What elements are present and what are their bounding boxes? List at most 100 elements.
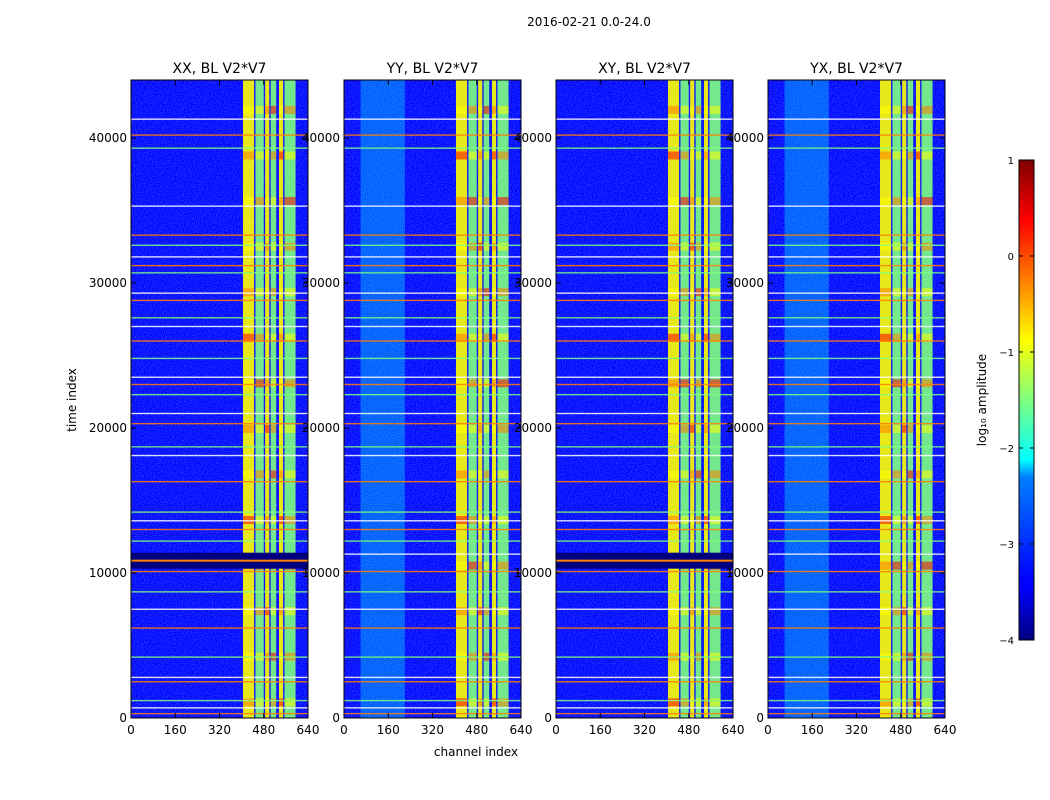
channel-hotspot	[921, 197, 933, 206]
channel-hotspot	[915, 561, 921, 570]
rfi-time-line	[768, 699, 945, 702]
rfi-time-line	[556, 340, 733, 342]
channel-hotspot	[491, 105, 497, 114]
channel-hotspot	[695, 333, 702, 342]
bright-channel-band	[478, 80, 483, 718]
channel-hotspot	[902, 288, 907, 297]
channel-hotspot	[270, 197, 277, 206]
channel-hotspot	[483, 698, 490, 707]
rfi-time-line	[344, 299, 521, 302]
rfi-time-line	[131, 299, 308, 302]
bright-channel-band	[695, 80, 702, 718]
channel-hotspot	[243, 105, 255, 114]
channel-hotspot	[880, 105, 892, 114]
channel-hotspot	[668, 698, 680, 707]
channel-hotspot	[255, 197, 264, 206]
x-tick-label: 160	[801, 723, 824, 737]
channel-hotspot	[907, 288, 914, 297]
rfi-time-line	[131, 520, 308, 522]
channel-hotspot	[478, 379, 483, 388]
channel-hotspot	[243, 242, 255, 251]
rfi-time-line	[344, 627, 521, 629]
channel-hotspot	[695, 607, 702, 616]
channel-hotspot	[497, 242, 509, 251]
channel-hotspot	[695, 470, 702, 479]
y-tick-label: 20000	[302, 421, 340, 435]
channel-hotspot	[265, 151, 270, 160]
rfi-time-line	[556, 325, 733, 328]
channel-hotspot	[668, 607, 680, 616]
channel-hotspot	[880, 424, 892, 433]
rfi-time-line	[768, 511, 945, 513]
channel-hotspot	[478, 424, 483, 433]
rfi-time-line	[344, 520, 521, 522]
channel-hotspot	[497, 561, 509, 570]
x-tick-label: 320	[421, 723, 444, 737]
channel-hotspot	[709, 333, 721, 342]
channel-hotspot	[695, 698, 702, 707]
channel-hotspot	[468, 151, 477, 160]
channel-hotspot	[278, 151, 284, 160]
rfi-time-line	[768, 393, 945, 396]
x-tick-label: 320	[845, 723, 868, 737]
rfi-time-line	[131, 422, 308, 425]
channel-hotspot	[483, 516, 490, 525]
x-tick-label: 0	[764, 723, 772, 737]
rfi-time-line	[344, 376, 521, 378]
channel-hotspot	[255, 379, 264, 388]
rfi-time-line	[344, 340, 521, 342]
y-tick-label: 0	[756, 711, 764, 725]
channel-hotspot	[695, 424, 702, 433]
channel-hotspot	[270, 242, 277, 251]
panel-title: XY, BL V2*V7	[598, 61, 691, 77]
rfi-time-line	[131, 681, 308, 683]
channel-hotspot	[915, 424, 921, 433]
rfi-time-line	[768, 205, 945, 207]
rfi-time-line	[556, 376, 733, 378]
channel-hotspot	[255, 242, 264, 251]
channel-hotspot	[892, 105, 901, 114]
y-tick-label: 30000	[89, 276, 127, 290]
channel-hotspot	[270, 607, 277, 616]
rfi-time-line	[344, 205, 521, 207]
figure-suptitle: 2016-02-21 0.0-24.0	[527, 15, 651, 29]
channel-hotspot	[270, 698, 277, 707]
heatmap-panel-xy: XY, BL V2*V7 0 160 320 480 640 0 10000 20000 3000…	[514, 61, 745, 737]
channel-hotspot	[695, 105, 702, 114]
bright-channel-band	[468, 80, 477, 718]
rfi-time-line	[768, 147, 945, 149]
rfi-time-line	[768, 357, 945, 360]
flagged-block-line	[131, 559, 308, 562]
channel-hotspot	[690, 197, 695, 206]
channel-hotspot	[284, 105, 296, 114]
channel-hotspot	[468, 607, 477, 616]
channel-hotspot	[491, 607, 497, 616]
rfi-time-line	[131, 234, 308, 236]
y-tick-label: 20000	[89, 421, 127, 435]
rfi-time-line	[344, 244, 521, 246]
rfi-time-line	[131, 627, 308, 629]
colorbar-tick-label: −4	[999, 636, 1014, 647]
channel-hotspot	[902, 424, 907, 433]
rfi-time-line	[556, 608, 733, 610]
channel-hotspot	[270, 105, 277, 114]
channel-hotspot	[892, 424, 901, 433]
colorbar-tick-label: −2	[999, 444, 1014, 455]
x-tick-label: 0	[340, 723, 348, 737]
channel-hotspot	[695, 379, 702, 388]
rfi-time-line	[556, 383, 733, 386]
channel-hotspot	[880, 151, 892, 160]
y-tick-label: 40000	[726, 131, 764, 145]
rfi-time-line	[131, 454, 308, 457]
diffuse-emission-band	[784, 80, 829, 718]
rfi-time-line	[768, 118, 945, 120]
channel-hotspot	[892, 242, 901, 251]
flagged-block-line	[556, 559, 733, 562]
channel-hotspot	[243, 197, 255, 206]
channel-hotspot	[284, 607, 296, 616]
channel-hotspot	[497, 333, 509, 342]
channel-hotspot	[880, 288, 892, 297]
channel-hotspot	[703, 516, 709, 525]
channel-hotspot	[902, 698, 907, 707]
